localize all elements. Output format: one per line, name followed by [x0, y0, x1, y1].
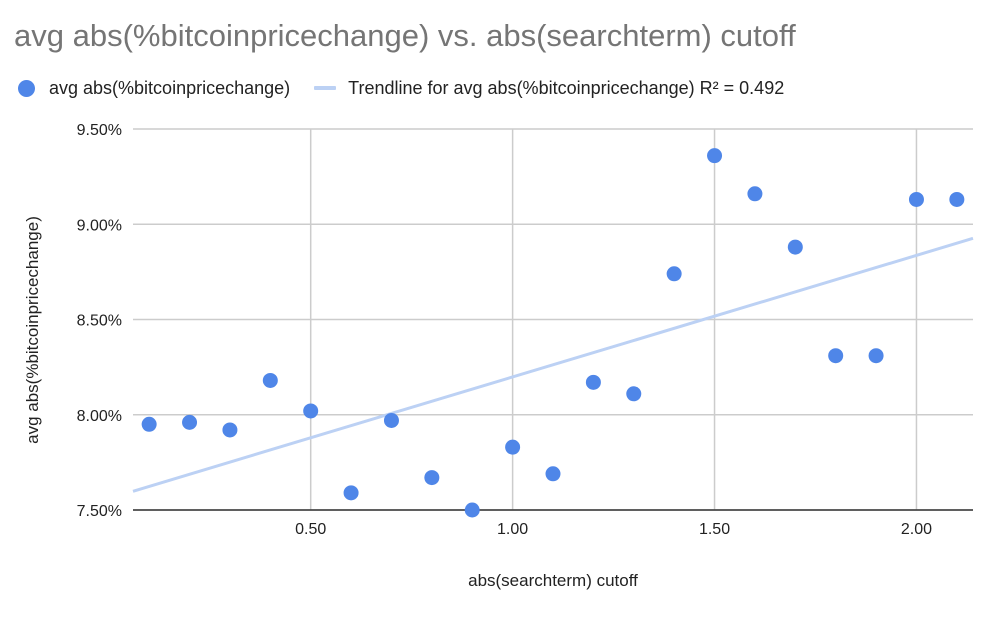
x-axis-title: abs(searchterm) cutoff: [468, 571, 638, 590]
y-tick-label: 7.50%: [77, 503, 122, 520]
data-point: [868, 348, 884, 364]
x-tick-label: 0.50: [295, 521, 326, 538]
y-tick-label: 9.00%: [77, 217, 122, 234]
legend-trendline-label: Trendline for avg abs(%bitcoinpricechang…: [348, 77, 785, 98]
grid-lines: [133, 128, 973, 511]
data-point: [828, 348, 844, 364]
data-point: [464, 502, 480, 518]
data-point: [222, 422, 238, 438]
tick-labels: 7.50% 8.00% 8.50% 9.00% 9.50% 0.50 1.00 1.50 2.0…: [77, 122, 933, 538]
data-point: [262, 372, 278, 388]
data-point: [666, 266, 682, 282]
data-point: [141, 416, 157, 432]
legend-dot-icon: [18, 79, 35, 97]
data-point: [343, 485, 359, 501]
y-tick-label: 8.50%: [77, 313, 122, 330]
y-axis-title: avg abs(%bitcoinpricechange): [23, 216, 42, 444]
legend-trendline-icon: [314, 86, 337, 90]
legend: avg abs(%bitcoinpricechange) Trendline f…: [18, 74, 784, 102]
data-point: [908, 191, 924, 207]
trendline: [132, 236, 974, 493]
x-tick-label: 1.00: [497, 521, 528, 538]
x-tick-label: 1.50: [699, 521, 730, 538]
data-point: [383, 412, 399, 428]
data-point: [424, 470, 440, 486]
data-point: [747, 186, 763, 202]
trendline-layer: [132, 236, 974, 493]
data-point: [626, 386, 642, 402]
chart-title: avg abs(%bitcoinpricechange) vs. abs(sea…: [14, 18, 796, 53]
data-point: [303, 403, 319, 419]
data-point: [545, 466, 561, 482]
legend-item-trendline[interactable]: Trendline for avg abs(%bitcoinpricechang…: [290, 78, 784, 99]
y-tick-label: 8.00%: [77, 408, 122, 425]
data-point: [505, 439, 521, 455]
legend-item-series[interactable]: avg abs(%bitcoinpricechange): [18, 78, 290, 99]
x-tick-label: 2.00: [901, 521, 932, 538]
data-point: [787, 239, 803, 255]
legend-series-label: avg abs(%bitcoinpricechange): [49, 77, 291, 98]
data-point: [949, 191, 965, 207]
data-point: [707, 148, 723, 164]
data-point: [585, 374, 601, 390]
data-points: [141, 148, 965, 518]
data-point: [182, 414, 198, 430]
y-tick-label: 9.50%: [77, 122, 122, 139]
